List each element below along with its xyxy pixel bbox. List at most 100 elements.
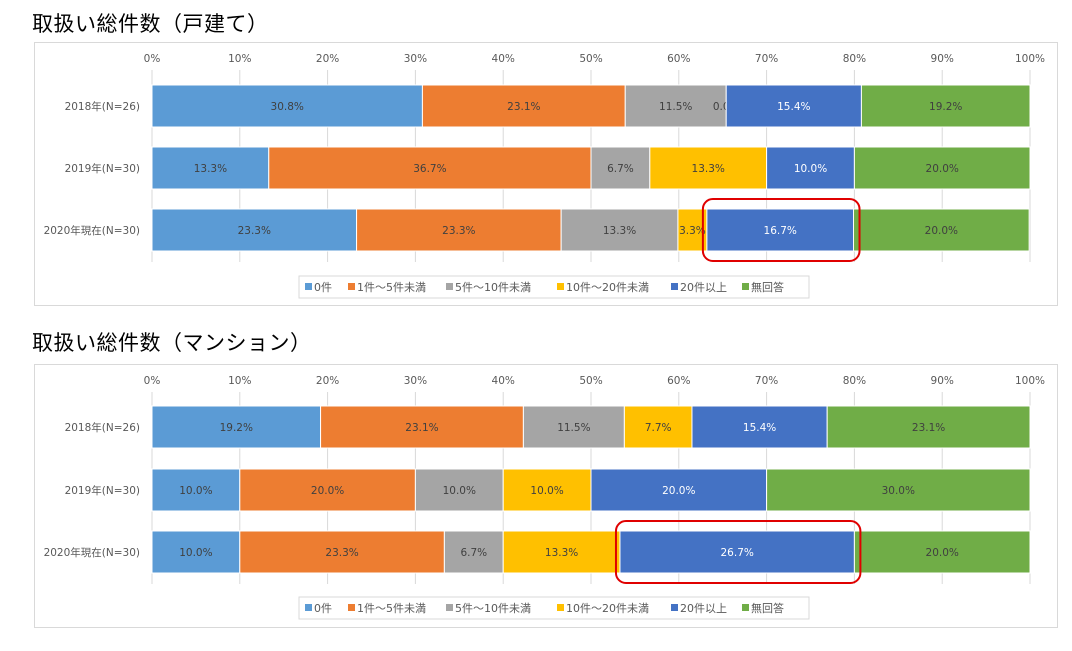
bar-segment-condo — [623, 405, 693, 449]
bar-segment-condo — [826, 405, 1031, 449]
legend-label-detached: 10件～20件未満 — [566, 281, 649, 294]
bar-segment-condo — [151, 468, 241, 512]
bar-segment-condo — [151, 405, 322, 449]
bar-segment-condo — [239, 468, 416, 512]
legend-label-detached: 1件～5件未満 — [357, 281, 426, 294]
x-tick-label-condo: 0% — [144, 375, 161, 387]
data-label-detached: 23.3% — [442, 225, 475, 237]
legend-frame-condo — [298, 596, 810, 620]
data-label-detached: 23.3% — [238, 225, 271, 237]
chart-title-detached: 取扱い総件数（戸建て） — [32, 12, 269, 36]
bar-segment-condo — [853, 530, 1031, 574]
legend-swatch-condo — [446, 604, 453, 611]
data-label-detached: 15.4% — [777, 101, 810, 113]
legend-swatch-condo — [348, 604, 355, 611]
x-tick-label-condo: 90% — [931, 375, 954, 387]
data-label-condo: 15.4% — [743, 422, 776, 434]
x-tick-label-condo: 20% — [316, 375, 339, 387]
data-label-detached: 20.0% — [925, 225, 958, 237]
bar-segment-condo — [766, 468, 1031, 512]
x-tick-label-condo: 40% — [492, 375, 515, 387]
bar-segment-detached — [560, 208, 679, 252]
category-label-detached: 2018年(N=26) — [65, 100, 140, 113]
highlight-box-detached — [701, 198, 861, 262]
data-label-detached: 16.7% — [764, 225, 797, 237]
data-label-detached: 30.8% — [271, 101, 304, 113]
bar-segment-detached — [725, 84, 862, 128]
x-tick-label-detached: 20% — [316, 53, 339, 65]
data-label-condo: 11.5% — [557, 422, 590, 434]
legend-swatch-condo — [305, 604, 312, 611]
bar-segment-condo — [443, 530, 504, 574]
bar-segment-condo — [320, 405, 524, 449]
x-tick-label-detached: 10% — [228, 53, 251, 65]
x-tick-label-detached: 80% — [843, 53, 866, 65]
x-tick-label-detached: 50% — [579, 53, 602, 65]
data-label-detached: 3.3% — [679, 225, 706, 237]
bar-segment-detached — [860, 84, 1031, 128]
data-label-detached: 20.0% — [926, 163, 959, 175]
legend-label-condo: 20件以上 — [680, 602, 727, 615]
category-label-condo: 2019年(N=30) — [65, 484, 140, 497]
data-label-detached: 10.0% — [794, 163, 827, 175]
highlight-box-condo — [614, 520, 862, 584]
bar-segment-detached — [151, 84, 423, 128]
bar-segment-condo — [619, 530, 855, 574]
bar-segment-detached — [766, 146, 855, 190]
legend-swatch-condo — [557, 604, 564, 611]
data-label-condo: 10.0% — [179, 485, 212, 497]
bar-segment-detached — [151, 208, 358, 252]
data-label-detached: 13.3% — [603, 225, 636, 237]
data-label-condo: 23.1% — [912, 422, 945, 434]
bar-segment-detached — [590, 146, 651, 190]
legend-label-detached: 無回答 — [751, 280, 784, 294]
x-tick-label-condo: 100% — [1015, 375, 1045, 387]
legend-swatch-condo — [671, 604, 678, 611]
data-label-condo: 6.7% — [460, 547, 487, 559]
data-label-condo: 20.0% — [662, 485, 695, 497]
data-label-detached: 13.3% — [194, 163, 227, 175]
legend-label-detached: 0件 — [314, 281, 332, 294]
legend-swatch-detached — [305, 283, 312, 290]
legend-label-condo: 0件 — [314, 602, 332, 615]
x-tick-label-detached: 70% — [755, 53, 778, 65]
legend-label-detached: 5件～10件未満 — [455, 281, 531, 294]
data-label-condo: 30.0% — [882, 485, 915, 497]
bar-segment-condo — [151, 530, 241, 574]
x-tick-label-condo: 50% — [579, 375, 602, 387]
bar-segment-condo — [414, 468, 504, 512]
data-label-condo: 23.3% — [325, 547, 358, 559]
legend-frame-detached — [298, 275, 810, 299]
legend-label-condo: 1件～5件未満 — [357, 602, 426, 615]
data-label-condo: 23.1% — [405, 422, 438, 434]
data-label-detached: 23.1% — [507, 101, 540, 113]
data-label-detached: 36.7% — [413, 163, 446, 175]
data-label-detached: 19.2% — [929, 101, 962, 113]
x-tick-label-detached: 40% — [492, 53, 515, 65]
legend-label-condo: 5件～10件未満 — [455, 602, 531, 615]
category-label-condo: 2018年(N=26) — [65, 421, 140, 434]
legend-label-condo: 10件～20件未満 — [566, 602, 649, 615]
bar-segment-condo — [691, 405, 828, 449]
x-tick-label-detached: 60% — [667, 53, 690, 65]
data-label-detached: 11.5% — [659, 101, 692, 113]
bar-segment-detached — [151, 146, 270, 190]
data-label-detached: 6.7% — [607, 163, 634, 175]
legend-swatch-detached — [671, 283, 678, 290]
bar-segment-detached — [853, 146, 1031, 190]
legend-swatch-detached — [348, 283, 355, 290]
bar-segment-detached — [706, 208, 855, 252]
legend-label-detached: 20件以上 — [680, 281, 727, 294]
bar-segment-condo — [502, 468, 592, 512]
category-label-condo: 2020年現在(N=30) — [44, 546, 140, 559]
x-tick-label-detached: 0% — [144, 53, 161, 65]
category-label-detached: 2019年(N=30) — [65, 162, 140, 175]
bar-segment-detached — [268, 146, 592, 190]
x-tick-label-condo: 30% — [404, 375, 427, 387]
data-label-condo: 26.7% — [721, 547, 754, 559]
bar-segment-detached — [356, 208, 562, 252]
data-label-condo: 13.3% — [545, 547, 578, 559]
x-tick-label-detached: 100% — [1015, 53, 1045, 65]
bar-segment-detached — [853, 208, 1030, 252]
